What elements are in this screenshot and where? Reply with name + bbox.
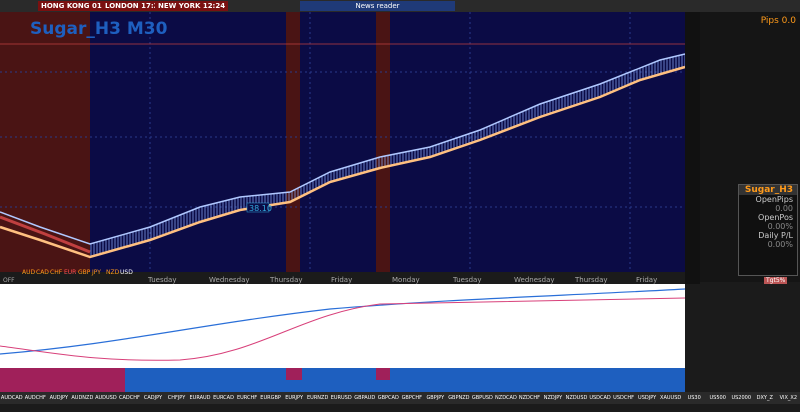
off-button[interactable]: OFF — [3, 277, 15, 284]
target: Tgt5% — [764, 277, 788, 284]
symbol-tab[interactable]: AUDCHF — [24, 395, 46, 401]
clock: HONG KONG 01:24 — [38, 1, 118, 11]
symbol-tab[interactable]: VIX_X2 — [779, 395, 798, 401]
symbol-tab[interactable]: GBPAUD — [354, 395, 376, 401]
symbol-tab[interactable]: NZDCAD — [495, 395, 517, 401]
label: USD — [120, 269, 133, 276]
row: 0.00% — [767, 240, 793, 249]
label: Thursday — [574, 276, 608, 284]
symbol-tab[interactable]: GBPCAD — [377, 395, 399, 401]
label: CAD — [36, 269, 49, 276]
clock: NEW YORK 12:24 — [155, 1, 229, 11]
label: EUR — [64, 269, 76, 276]
row: OpenPos — [758, 213, 793, 222]
symbol-tab[interactable]: GBPCHF — [401, 395, 423, 401]
symbol-tab[interactable]: GBPNZD — [448, 395, 470, 401]
label: NZD — [106, 269, 120, 276]
symbol-tab[interactable]: NZDUSD — [565, 395, 588, 401]
symbol-tab[interactable]: EURUSD — [330, 395, 352, 401]
symbol-tab[interactable]: US30 — [687, 395, 701, 401]
info-panel: Pips 0.0 Sugar_H3 OpenPips 0.00 OpenPos … — [700, 12, 800, 284]
account-box: Sugar_H3 OpenPips 0.00 OpenPos 0.00% Dai… — [738, 184, 798, 276]
label: Tuesday — [147, 276, 176, 284]
strength-strip — [0, 368, 685, 392]
label: Wednesday — [209, 276, 250, 284]
symbol-tabs: AUDCAD AUDCHF AUDJPY AUDNZD AUDUSD CADCHF CADJ… — [0, 392, 800, 404]
symbol-tab[interactable]: NZDCHF — [518, 395, 541, 401]
label: Friday — [636, 276, 657, 284]
symbol-tab[interactable]: CADJPY — [143, 395, 163, 401]
label: CHF — [50, 269, 63, 276]
label: Friday — [331, 276, 352, 284]
symbol-tab[interactable]: AUDNZD — [71, 395, 94, 401]
symbol-tab[interactable]: GBPUSD — [471, 395, 493, 401]
clock: LONDON 17:24 — [102, 1, 167, 11]
symbol-tab[interactable]: NZDJPY — [543, 395, 563, 401]
box-title: Sugar_H3 — [739, 185, 797, 195]
symbol-tab[interactable]: EURNZD — [307, 395, 329, 401]
symbol-tab[interactable]: DXY_Z — [756, 395, 773, 401]
price-chart: Sugar_H3 M30 38.10 Tuesday Wednesday Thurs… — [0, 12, 700, 284]
price-tag: 38.10 — [249, 204, 272, 213]
row: Daily P/L — [758, 231, 793, 240]
symbol-tab[interactable]: XAUUSD — [660, 395, 682, 401]
symbol-tab[interactable]: EURJPY — [285, 395, 303, 401]
label: Tuesday — [452, 276, 481, 284]
pips: Pips 0.0 — [760, 16, 796, 26]
symbol-tab[interactable]: EURCAD — [213, 395, 234, 401]
label: GBP — [78, 269, 91, 276]
row: 0.00% — [767, 222, 793, 231]
row: OpenPips — [755, 195, 793, 204]
label: Wednesday — [514, 276, 555, 284]
symbol-tab[interactable]: USDJPY — [638, 395, 657, 401]
indicator-panel — [0, 284, 685, 368]
label: Monday — [392, 276, 420, 284]
top-bar: HONG KONG 01:24 LONDON 17:24 NEW YORK 12… — [0, 0, 800, 12]
label: JPY — [91, 269, 101, 276]
label: AUD — [22, 269, 35, 276]
news-reader[interactable]: News reader — [300, 1, 455, 11]
symbol-tab[interactable]: AUDUSD — [95, 395, 117, 401]
symbol-tab[interactable]: AUDCAD — [0, 395, 23, 401]
symbol-tab[interactable]: EURAUD — [189, 395, 211, 401]
label: Thursday — [269, 276, 303, 284]
symbol-tab[interactable]: CADCHF — [118, 395, 140, 401]
symbol-tab[interactable]: AUDJPY — [49, 395, 69, 401]
symbol-tab[interactable]: US500 — [709, 395, 726, 401]
symbol-tab[interactable]: CHFJPY — [167, 395, 186, 401]
symbol-tab[interactable]: EURCHF — [236, 395, 258, 401]
symbol-tab[interactable]: USDCHF — [613, 395, 634, 401]
symbol-tab[interactable]: USDCAD — [589, 395, 611, 401]
chart-title: Sugar_H3 M30 — [30, 19, 168, 39]
symbol-tab[interactable]: GBPJPY — [426, 395, 445, 401]
symbol-tab[interactable]: US2000 — [731, 395, 752, 401]
row: 0.00 — [775, 204, 793, 213]
symbol-tab[interactable]: EURGBP — [260, 395, 281, 401]
